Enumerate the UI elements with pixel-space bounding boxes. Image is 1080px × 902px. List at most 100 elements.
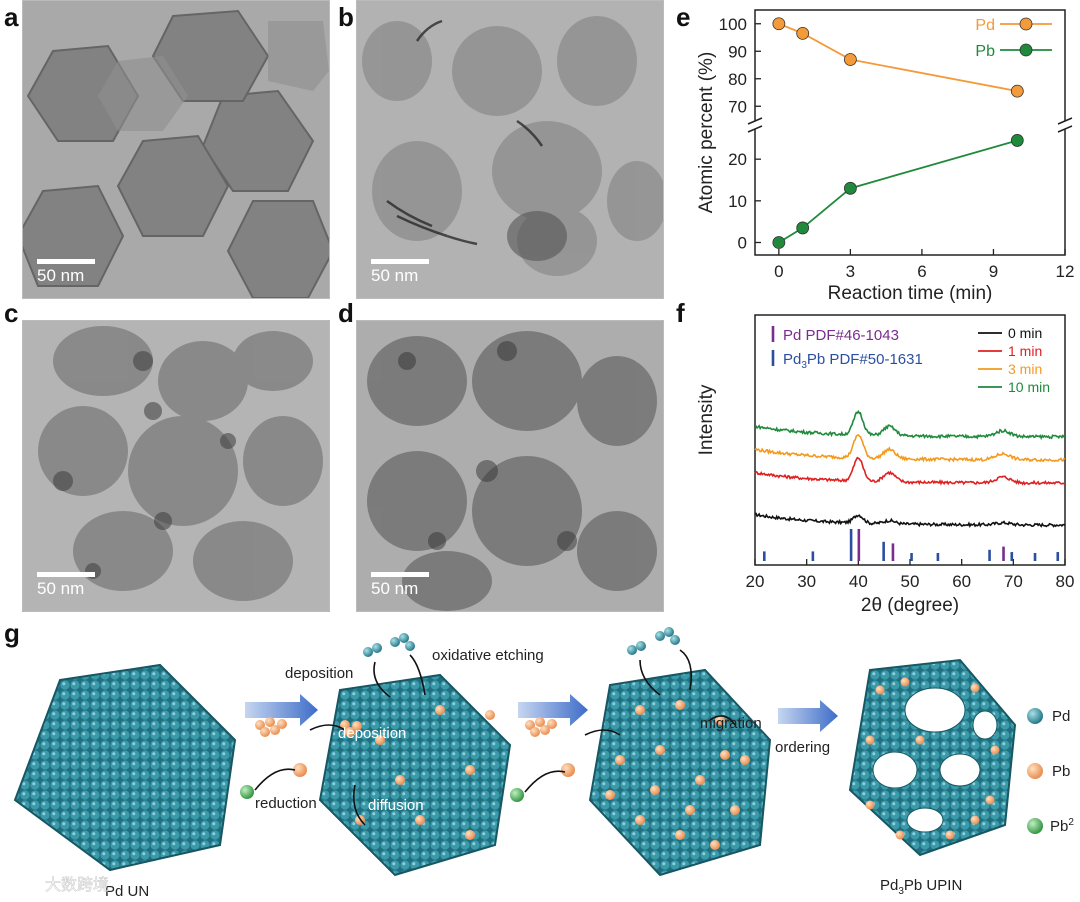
series-line-pb [778, 139, 1018, 244]
label-deposition-top: deposition [285, 665, 353, 682]
x-tick-label-f: 60 [952, 572, 971, 591]
panel-letter-c: c [4, 298, 19, 328]
x-axis-label-e: Reaction time (min) [828, 283, 993, 304]
scale-label-b: 50 nm [371, 266, 419, 285]
stage1-pb2-ion [240, 785, 254, 799]
stage2-hexagon [318, 673, 512, 877]
legend-label-0-min: 0 min [1008, 325, 1042, 341]
stage3-pb-atoms [605, 700, 750, 850]
tem-image-a: 50 nm [22, 0, 330, 299]
pd3pb-upin-hexagon [848, 658, 1017, 857]
pd3pb-upin-label: Pd3Pb UPIN [880, 877, 962, 897]
legend-label-3-min: 3 min [1008, 361, 1042, 377]
data-point-pd [1010, 84, 1024, 98]
scheme-legend: Pd Pb Pb2 [1027, 708, 1074, 835]
legend-marker-pb [1019, 43, 1033, 57]
series-line-pd [778, 22, 1018, 93]
scale-label-d: 50 nm [371, 579, 419, 598]
tem-a-graphic [23, 1, 329, 298]
y-tick-label-e: 80 [728, 70, 747, 89]
tem-image-d: 50 nm [356, 320, 664, 612]
legend-pd-ball [1027, 708, 1043, 724]
x-tick-label-e: 12 [1056, 262, 1075, 281]
legend-pb2-label: Pb2 [1050, 817, 1074, 835]
legend-label-10-min: 10 min [1008, 379, 1050, 395]
scale-label-c: 50 nm [37, 579, 85, 598]
data-point-pb [1010, 134, 1024, 147]
label-deposition-mid: deposition [338, 725, 406, 742]
arrow-1 [245, 694, 318, 726]
stage2-pb-cluster [255, 717, 307, 777]
scale-label-a: 50 nm [37, 266, 85, 285]
x-tick-label-f: 80 [1056, 572, 1075, 591]
upin-pb-atoms [865, 677, 1000, 840]
y-axis-label-f: Intensity [696, 384, 717, 455]
tem-b-graphic [357, 1, 663, 298]
axis-break-mark [1057, 117, 1073, 125]
axis-break-mark [1057, 125, 1073, 133]
x-tick-label-f: 20 [746, 572, 765, 591]
y-tick-label-e: 20 [728, 150, 747, 169]
stage3-etched-pd [627, 627, 680, 655]
data-point-pd [772, 17, 786, 31]
plot-frame-e [754, 9, 1066, 256]
pd-un-label: Pd UN [105, 883, 149, 900]
y-tick-label-e: 0 [738, 234, 747, 253]
pd-un-hexagon [13, 663, 237, 872]
data-point-pd [796, 26, 810, 40]
legend-pb-ball [1027, 763, 1043, 779]
label-migration: migration [700, 715, 762, 732]
synthesis-scheme: Pd UN deposition oxidative etching depos… [13, 627, 1074, 900]
chart-e: 70 80 90 100 0 10 20 0 3 6 9 12 Reaction time (min) A… [696, 9, 1075, 304]
y-tick-label-e: 10 [728, 192, 747, 211]
x-axis-label-f: 2θ (degree) [861, 595, 959, 616]
chart-f: 20 30 40 50 60 70 80 2θ (degree) Intensity Pd PDF… [696, 314, 1075, 616]
x-tick-label-e: 0 [774, 262, 783, 281]
xrd-curve-10-min [755, 409, 1066, 441]
stage3-hexagon [588, 668, 772, 877]
axis-break-left-bg [749, 121, 761, 129]
legend-pb-label: Pb [1052, 763, 1070, 780]
y-axis-label-e: Atomic percent (%) [696, 52, 717, 214]
legend-pd-label: Pd [1052, 708, 1070, 725]
legend-pb2-ball [1027, 818, 1043, 834]
arrow-3 [778, 700, 838, 732]
watermark: 大数跨境 [45, 875, 109, 894]
x-tick-label-f: 50 [901, 572, 920, 591]
data-point-pd [843, 53, 857, 66]
label-reduction: reduction [255, 795, 317, 812]
panel-letter-e: e [676, 2, 691, 32]
stage2-pb2-ion [510, 788, 524, 802]
x-tick-label-e: 3 [846, 262, 855, 281]
x-tick-label-f: 30 [797, 572, 816, 591]
y-tick-label-e: 90 [728, 42, 747, 61]
tem-c-graphic [23, 321, 329, 611]
label-diffusion: diffusion [368, 797, 424, 814]
y-tick-label-e: 70 [728, 97, 747, 116]
axis-break-mark [747, 125, 763, 133]
data-point-pb [843, 181, 857, 195]
reference-legend-pd: Pd PDF#46-1043 [783, 327, 899, 344]
scale-bar-d: 50 nm [371, 572, 429, 599]
xrd-curve-3-min [754, 433, 1066, 463]
tem-image-c: 50 nm [22, 320, 330, 612]
y-tick-label-e: 100 [719, 15, 747, 34]
reference-legend-pd3pb: Pd3Pb PDF#50-1631 [783, 351, 923, 371]
stage2-etched-pd [363, 633, 415, 657]
label-oxidative-etching: oxidative etching [432, 647, 544, 664]
axis-break-right-bg [1059, 121, 1071, 129]
scale-bar-c: 50 nm [37, 572, 95, 599]
panel-letter-g: g [4, 618, 20, 648]
tem-image-b: 50 nm [356, 0, 664, 299]
legend-label-1-min: 1 min [1008, 343, 1042, 359]
tem-d-graphic [357, 321, 663, 611]
scale-bar-a: 50 nm [37, 259, 95, 286]
xrd-curve-1-min [754, 456, 1066, 486]
panel-letter-f: f [676, 298, 685, 328]
x-tick-label-e: 6 [917, 262, 926, 281]
arrow-2 [518, 694, 588, 726]
stage3-pb-cluster [525, 717, 575, 777]
stage3-arrows [524, 649, 736, 793]
label-ordering: ordering [775, 739, 830, 756]
stage2-arrows [254, 654, 426, 826]
